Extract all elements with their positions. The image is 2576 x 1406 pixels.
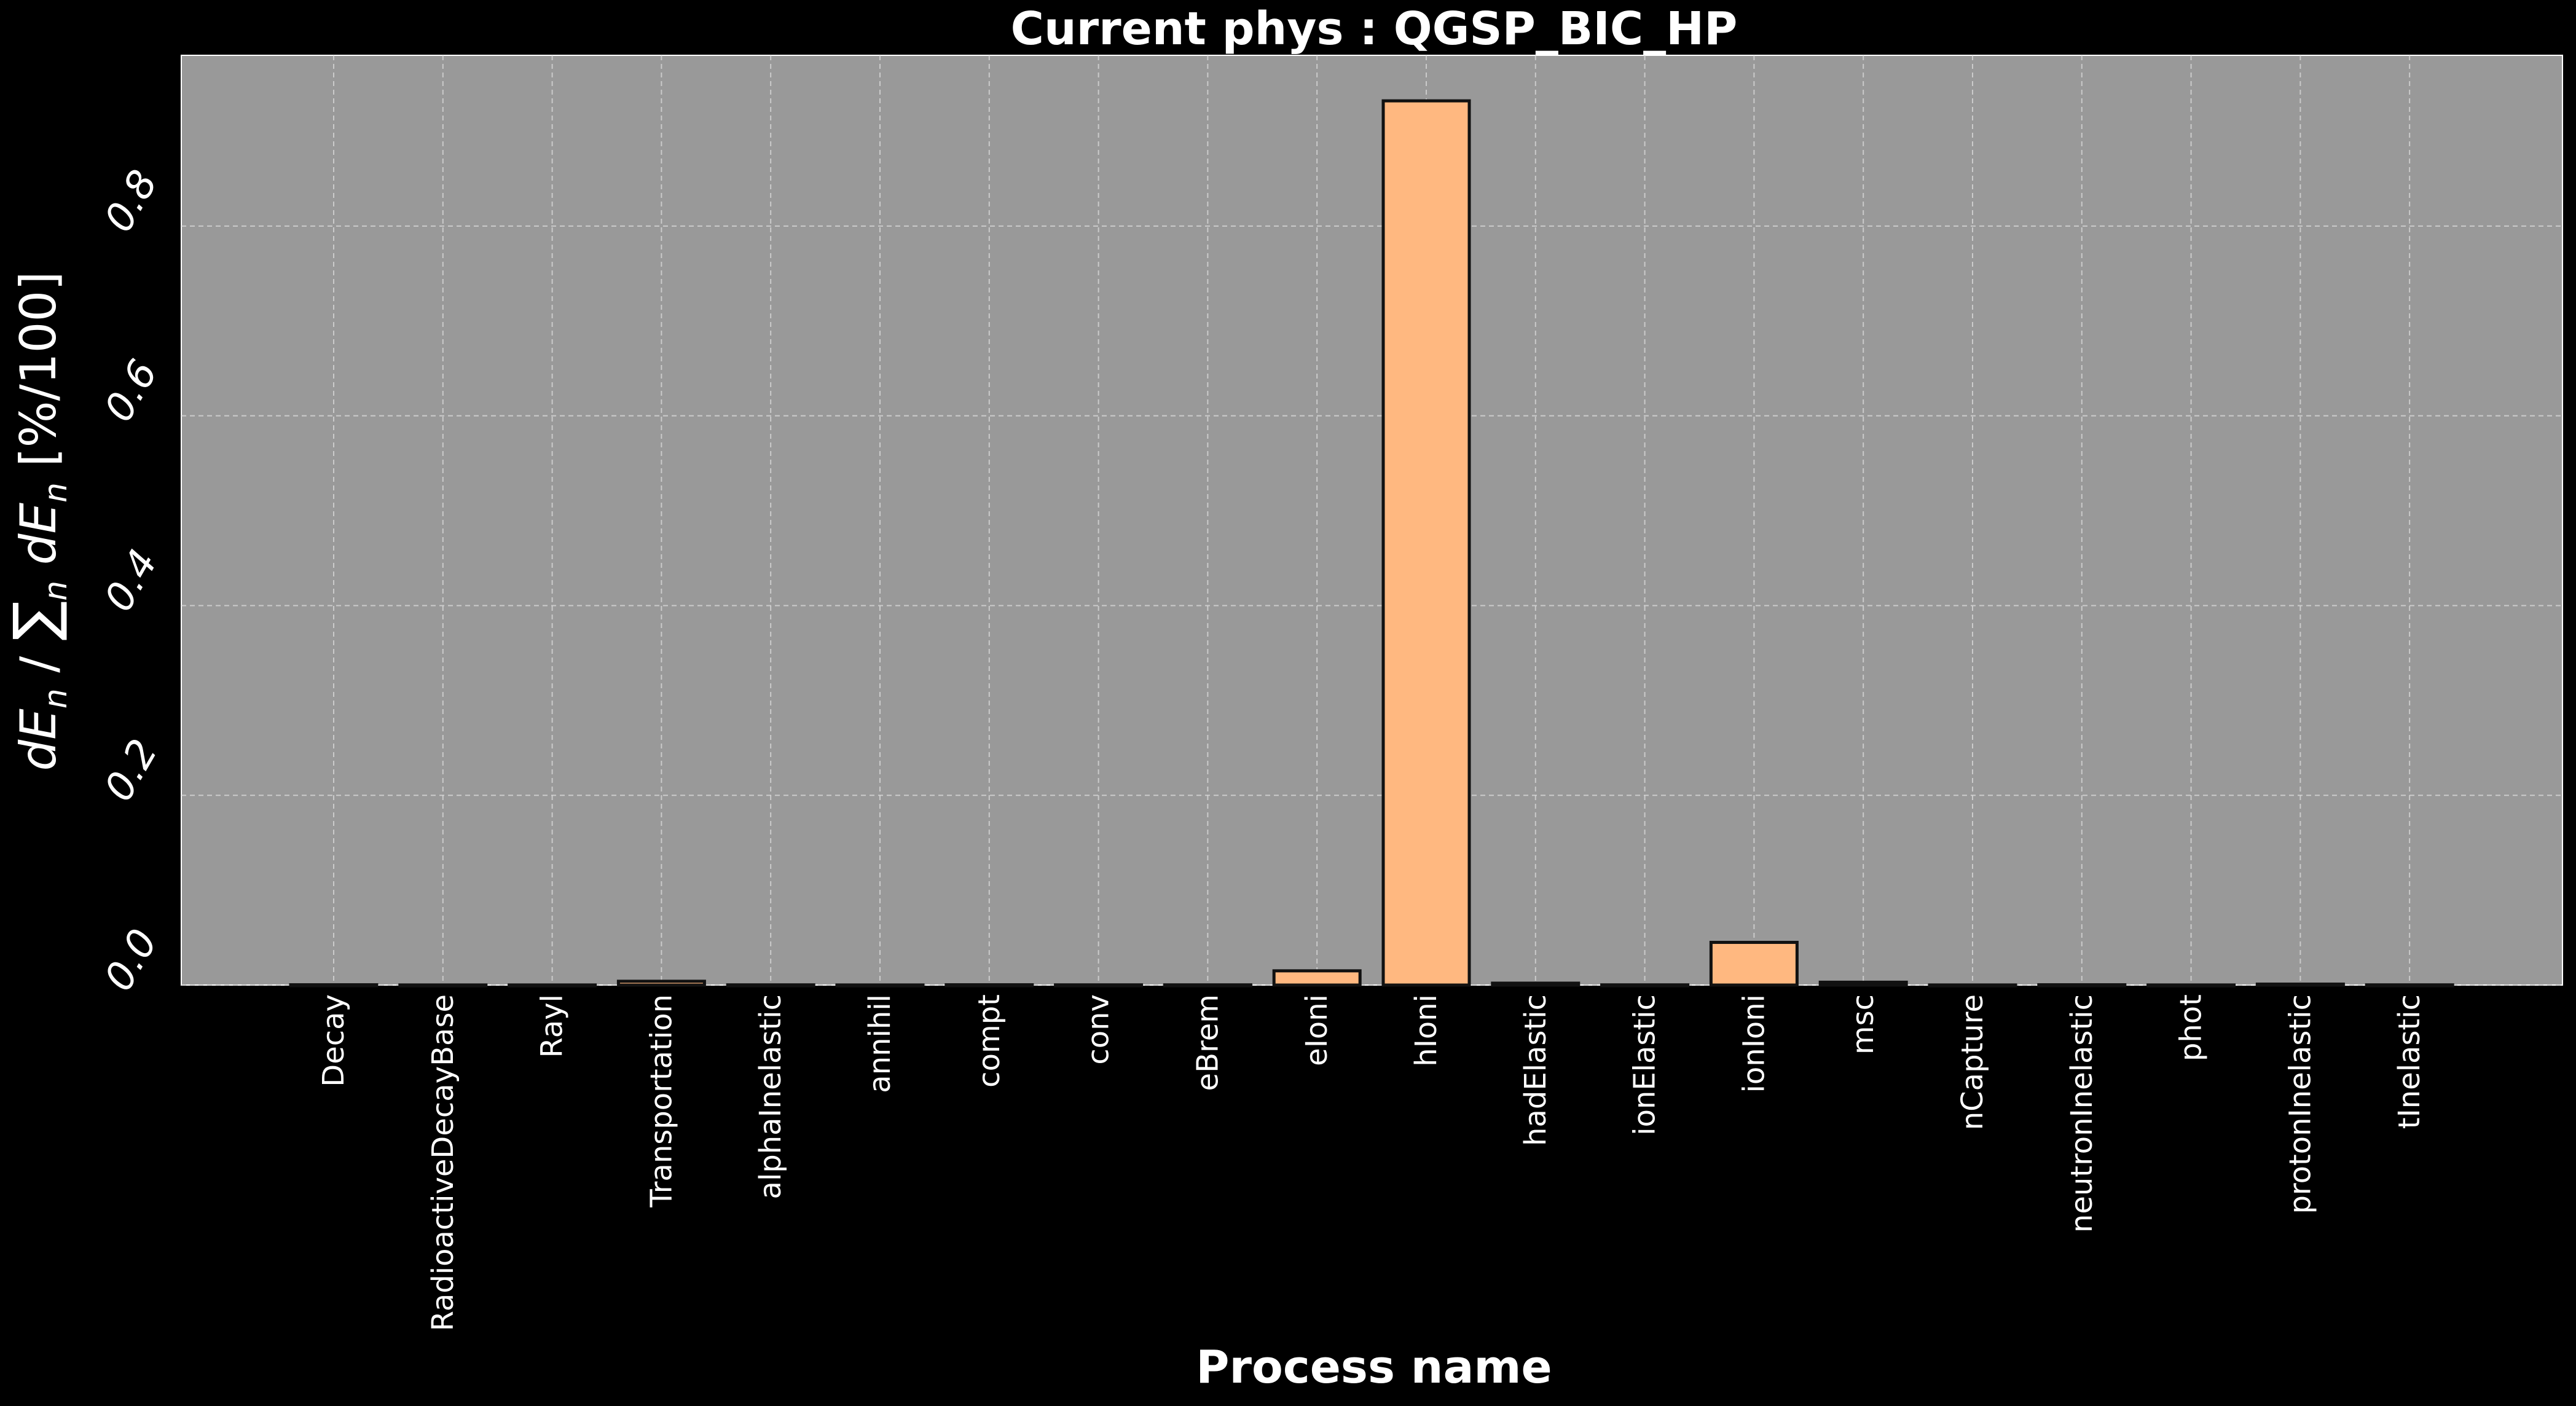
x-tick-label: hIoni (1409, 994, 1443, 1067)
chart-title: Current phys : QGSP_BIC_HP (1011, 2, 1738, 55)
bar-protonInelastic (2255, 982, 2345, 987)
x-tick-label: alphaInelastic (753, 994, 788, 1199)
bar-RadioactiveDecayBase (398, 983, 488, 988)
bar-nCapture (1928, 983, 2017, 988)
bar-neutronInelastic (2037, 983, 2127, 988)
bar-phot (2146, 983, 2236, 988)
x-tick-label: Rayl (535, 994, 570, 1058)
x-tick-label: Decay (316, 994, 351, 1087)
bar-conv (1054, 983, 1144, 988)
bar-ionElastic (1600, 983, 1690, 988)
x-tick-label: eBrem (1190, 994, 1225, 1091)
bar-Transportation (616, 980, 706, 987)
x-tick-label: ionIoni (1737, 994, 1771, 1093)
x-tick-label: Transportation (644, 994, 678, 1208)
bar-ionIoni (1709, 941, 1799, 987)
x-tick-label: protonInelastic (2283, 994, 2317, 1214)
x-tick-label: RadioactiveDecayBase (426, 994, 460, 1331)
x-tick-label: conv (1082, 994, 1116, 1065)
bar-Rayl (508, 983, 597, 988)
x-tick-label: annihil (863, 994, 897, 1093)
x-tick-label: tInelastic (2392, 994, 2427, 1129)
bar-msc (1818, 980, 1908, 987)
bar-compt (944, 983, 1034, 988)
x-tick-label: phot (2174, 994, 2209, 1061)
bar-tInelastic (2365, 983, 2454, 988)
bar-eBrem (1163, 983, 1252, 988)
bar-annihil (835, 983, 925, 988)
bar-Decay (289, 983, 379, 988)
x-tick-label: compt (972, 994, 1007, 1088)
x-axis-label: Process name (1196, 1341, 1552, 1394)
bar-alphaInelastic (726, 983, 815, 988)
x-tick-labels: Decay RadioactiveDecayBase Rayl Transportat… (316, 994, 2427, 1331)
plot-area (181, 55, 2563, 986)
x-tick-label: hadElastic (1518, 994, 1553, 1146)
bar-hIoni (1381, 99, 1471, 987)
x-tick-label: eIoni (1300, 994, 1334, 1066)
bars (289, 99, 2454, 988)
y-axis-label: dEn / ∑n dEn [%/100] (1, 271, 74, 771)
bar-eIoni (1272, 969, 1362, 987)
x-tick-label: nCapture (1955, 994, 1990, 1130)
x-tick-label: ionElastic (1628, 994, 1662, 1136)
x-tick-label: msc (1846, 994, 1880, 1054)
x-tick-label: neutronInelastic (2065, 994, 2099, 1233)
bar-hadElastic (1491, 981, 1581, 987)
